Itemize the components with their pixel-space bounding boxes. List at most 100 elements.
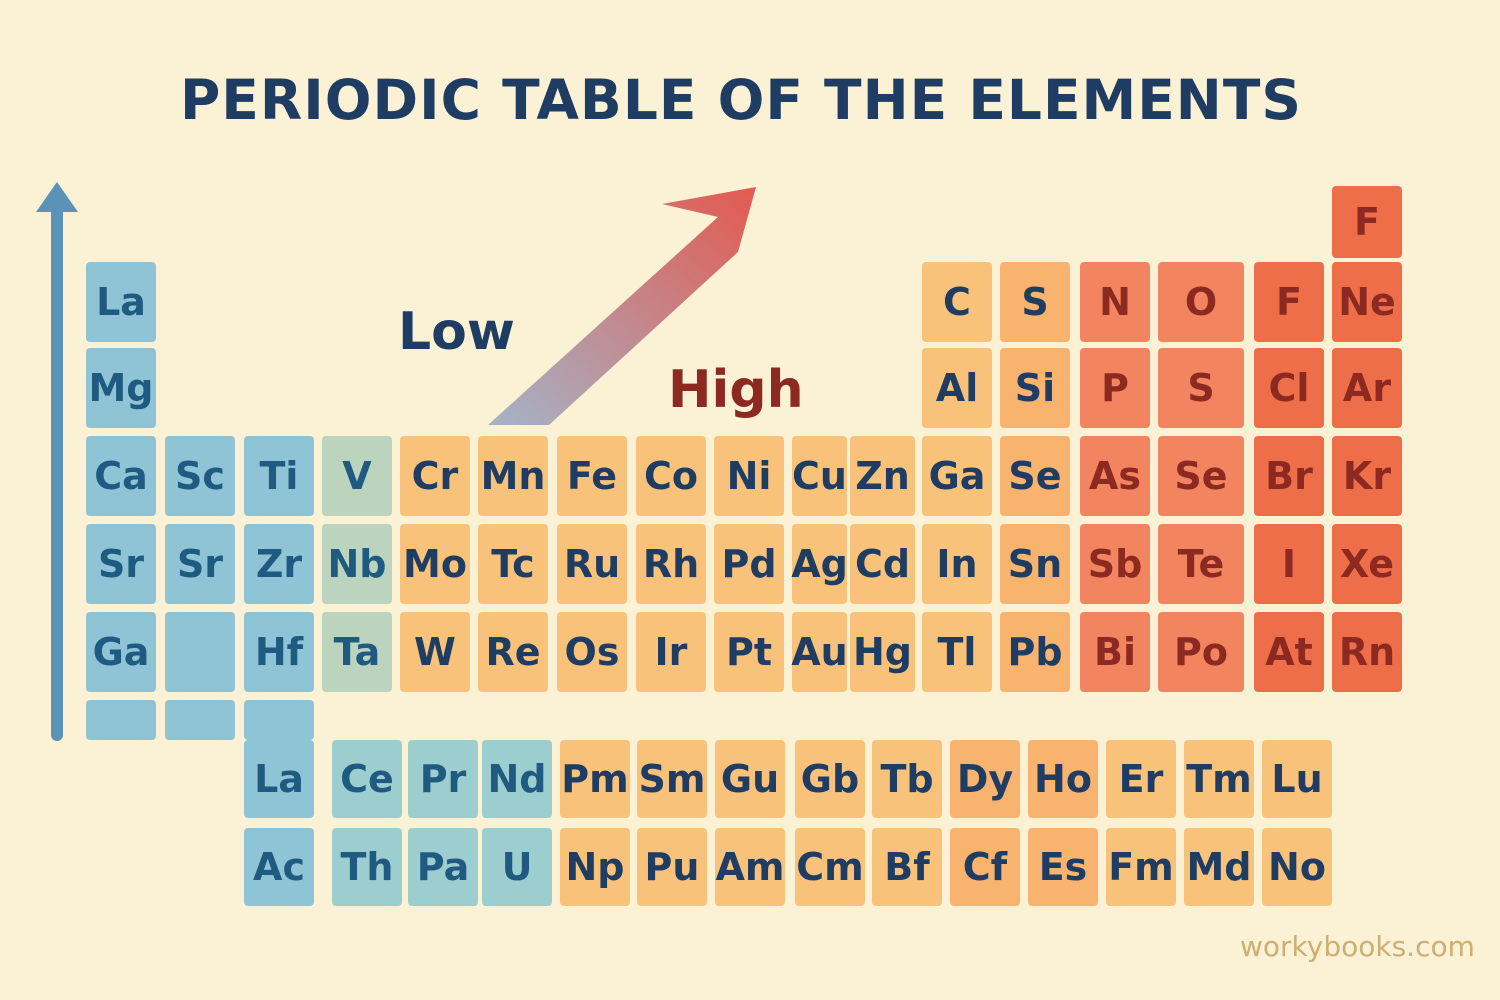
element-cell: Pb [1000,612,1070,692]
element-empty [86,700,156,740]
element-cell: Mg [86,348,156,428]
element-cell: Ne [1332,262,1402,342]
watermark: workybooks.com [1240,930,1475,963]
element-cell: F [1254,262,1324,342]
element-cell: Cd [850,524,915,604]
element-cell: Bi [1080,612,1150,692]
lanthanide-cell: Nd [482,740,552,818]
element-cell: La [86,262,156,342]
lanthanide-cell: Gu [715,740,785,818]
element-cell: Nb [322,524,392,604]
actinide-cell: Pa [408,828,478,906]
element-empty [244,700,314,740]
element-cell: Ni [714,436,784,516]
element-cell: Te [1158,524,1244,604]
element-cell: Ti [244,436,314,516]
element-cell: Se [1158,436,1244,516]
element-cell: Mo [400,524,470,604]
element-cell: Zn [850,436,915,516]
element-cell: C [922,262,992,342]
element-cell: As [1080,436,1150,516]
element-cell: Al [922,348,992,428]
lanthanide-cell: Pr [408,740,478,818]
element-cell: N [1080,262,1150,342]
element-cell: Si [1000,348,1070,428]
high-label: High [668,360,804,420]
actinide-cell: Cm [795,828,865,906]
actinide-cell: Am [715,828,785,906]
element-cell: Rh [636,524,706,604]
element-cell: Zr [244,524,314,604]
actinide-cell: No [1262,828,1332,906]
diagonal-arrow-icon [488,187,756,425]
element-cell: Pt [714,612,784,692]
actinide-cell: Ac [244,828,314,906]
element-cell: Au [791,612,848,692]
actinide-cell: Bf [872,828,942,906]
up-arrow-icon [36,182,78,741]
element-cell: Cr [400,436,470,516]
element-cell: Hg [850,612,915,692]
actinide-cell: Fm [1106,828,1176,906]
lanthanide-cell: Ho [1028,740,1098,818]
element-empty [165,612,235,692]
element-cell: Ir [636,612,706,692]
lanthanide-cell: Pm [560,740,630,818]
element-cell: I [1254,524,1324,604]
lanthanide-cell: Tm [1184,740,1254,818]
element-cell: Rn [1332,612,1402,692]
element-cell: Mn [478,436,548,516]
element-cell: Hf [244,612,314,692]
element-cell: F [1332,186,1402,258]
actinide-cell: Th [332,828,402,906]
element-empty [165,700,235,740]
element-cell: Ga [86,612,156,692]
element-cell: Sn [1000,524,1070,604]
page-title: PERIODIC TABLE OF THE ELEMENTS [180,68,1302,132]
element-cell: Ru [557,524,627,604]
element-cell: O [1158,262,1244,342]
element-cell: Ta [322,612,392,692]
element-cell: Kr [1332,436,1402,516]
element-cell: Ag [791,524,848,604]
element-cell: Ca [86,436,156,516]
element-cell: Se [1000,436,1070,516]
lanthanide-cell: Tb [872,740,942,818]
element-cell: Tl [922,612,992,692]
element-cell: V [322,436,392,516]
element-cell: W [400,612,470,692]
actinide-cell: Es [1028,828,1098,906]
element-cell: P [1080,348,1150,428]
lanthanide-cell: La [244,740,314,818]
actinide-cell: Md [1184,828,1254,906]
lanthanide-cell: Sm [637,740,707,818]
lanthanide-cell: Lu [1262,740,1332,818]
element-cell: Tc [478,524,548,604]
actinide-cell: Np [560,828,630,906]
element-cell: Sb [1080,524,1150,604]
lanthanide-cell: Gb [795,740,865,818]
element-cell: Po [1158,612,1244,692]
element-cell: Pd [714,524,784,604]
element-cell: Sc [165,436,235,516]
element-cell: Cl [1254,348,1324,428]
actinide-cell: U [482,828,552,906]
lanthanide-cell: Er [1106,740,1176,818]
lanthanide-cell: Dy [950,740,1020,818]
element-cell: Br [1254,436,1324,516]
element-cell: Co [636,436,706,516]
element-cell: Ar [1332,348,1402,428]
element-cell: Cu [792,436,847,516]
actinide-cell: Cf [950,828,1020,906]
lanthanide-cell: Ce [332,740,402,818]
element-cell: Re [478,612,548,692]
element-cell: Sr [86,524,156,604]
element-cell: At [1254,612,1324,692]
element-cell: Ga [922,436,992,516]
actinide-cell: Pu [637,828,707,906]
element-cell: S [1000,262,1070,342]
element-cell: Os [557,612,627,692]
low-label: Low [398,302,515,362]
element-cell: Fe [557,436,627,516]
